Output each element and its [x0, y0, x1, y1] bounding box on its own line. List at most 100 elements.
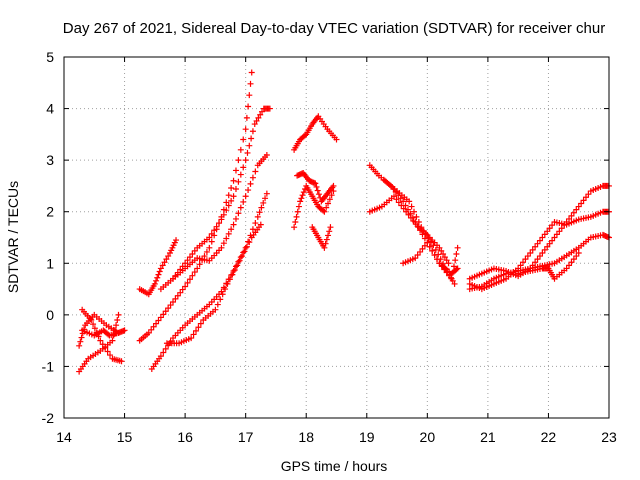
data-point: [323, 204, 330, 211]
data-point: [333, 136, 340, 143]
data-point: [191, 269, 198, 276]
data-point: [397, 195, 404, 202]
data-point: [527, 249, 534, 256]
data-point: [300, 189, 307, 196]
data-point: [403, 208, 410, 215]
x-tick-label: 18: [298, 429, 314, 445]
data-point: [582, 194, 589, 201]
data-point: [534, 240, 541, 247]
data-point: [162, 308, 169, 315]
y-tick-label: -2: [42, 410, 55, 426]
data-point: [157, 353, 164, 360]
data-point: [170, 298, 176, 305]
data-point: [223, 199, 230, 206]
data-point: [186, 276, 193, 283]
data-point: [235, 157, 242, 164]
data-point: [104, 348, 111, 355]
data-points: [76, 69, 612, 375]
data-point: [235, 210, 242, 217]
data-point: [252, 220, 259, 227]
data-point: [242, 193, 249, 200]
data-point: [102, 344, 109, 351]
data-point: [230, 177, 237, 184]
x-tick-label: 16: [177, 429, 193, 445]
data-point: [315, 191, 322, 198]
data-point: [330, 188, 337, 195]
data-point: [151, 280, 158, 287]
data-point: [216, 220, 223, 227]
data-point: [407, 214, 414, 221]
data-point: [217, 296, 224, 303]
data-point: [446, 272, 453, 279]
data-point: [245, 187, 252, 194]
data-point: [524, 253, 531, 260]
data-point: [113, 322, 120, 329]
data-point: [536, 237, 543, 244]
data-point: [400, 198, 407, 205]
data-point: [522, 256, 529, 263]
data-point: [246, 142, 253, 149]
data-point: [225, 192, 232, 199]
data-point: [580, 197, 587, 204]
data-point: [155, 317, 162, 324]
data-point: [241, 248, 248, 255]
data-point: [78, 334, 85, 341]
data-point: [232, 186, 239, 193]
data-point: [107, 352, 114, 359]
data-point: [263, 190, 270, 197]
data-point: [260, 199, 267, 206]
data-point: [549, 237, 556, 244]
data-point: [415, 219, 422, 226]
data-point: [91, 325, 98, 332]
series-arc-i: [170, 151, 270, 282]
data-point: [257, 111, 264, 118]
data-point: [246, 239, 253, 246]
data-point: [157, 265, 164, 272]
data-point: [330, 182, 337, 189]
data-point: [114, 317, 121, 324]
data-point: [391, 193, 398, 200]
data-point: [314, 187, 321, 194]
data-point: [245, 103, 252, 110]
data-point: [568, 212, 575, 219]
data-point: [436, 260, 443, 267]
x-tick-label: 19: [359, 429, 375, 445]
x-tick-label: 17: [238, 429, 254, 445]
data-point: [208, 230, 215, 237]
data-point: [570, 256, 577, 263]
series-arc-q: [381, 177, 458, 287]
data-point: [549, 222, 556, 229]
data-point: [156, 268, 163, 275]
data-point: [294, 208, 301, 215]
data-point: [431, 252, 438, 259]
data-point: [425, 235, 432, 242]
data-point: [517, 262, 524, 269]
data-point: [297, 198, 304, 205]
data-point: [232, 263, 239, 270]
series-arc-f: [136, 237, 180, 298]
data-point: [188, 335, 195, 342]
data-point: [546, 240, 553, 247]
data-point: [532, 259, 539, 266]
data-point: [418, 224, 425, 231]
data-point: [234, 262, 241, 269]
data-point: [299, 192, 306, 199]
data-point: [226, 276, 233, 283]
data-point: [115, 329, 122, 336]
data-point: [434, 256, 441, 263]
data-point: [312, 180, 319, 187]
data-point: [551, 234, 558, 241]
data-point: [327, 224, 334, 231]
data-point: [441, 266, 448, 273]
data-point: [585, 191, 592, 198]
data-point: [213, 223, 220, 230]
y-tick-label: 2: [46, 204, 54, 220]
data-point: [223, 207, 230, 214]
data-point: [228, 197, 235, 204]
data-point: [173, 237, 180, 244]
data-point: [229, 271, 236, 278]
data-point: [410, 217, 417, 224]
data-point: [77, 338, 84, 345]
data-point: [88, 317, 95, 324]
data-point: [150, 323, 157, 330]
